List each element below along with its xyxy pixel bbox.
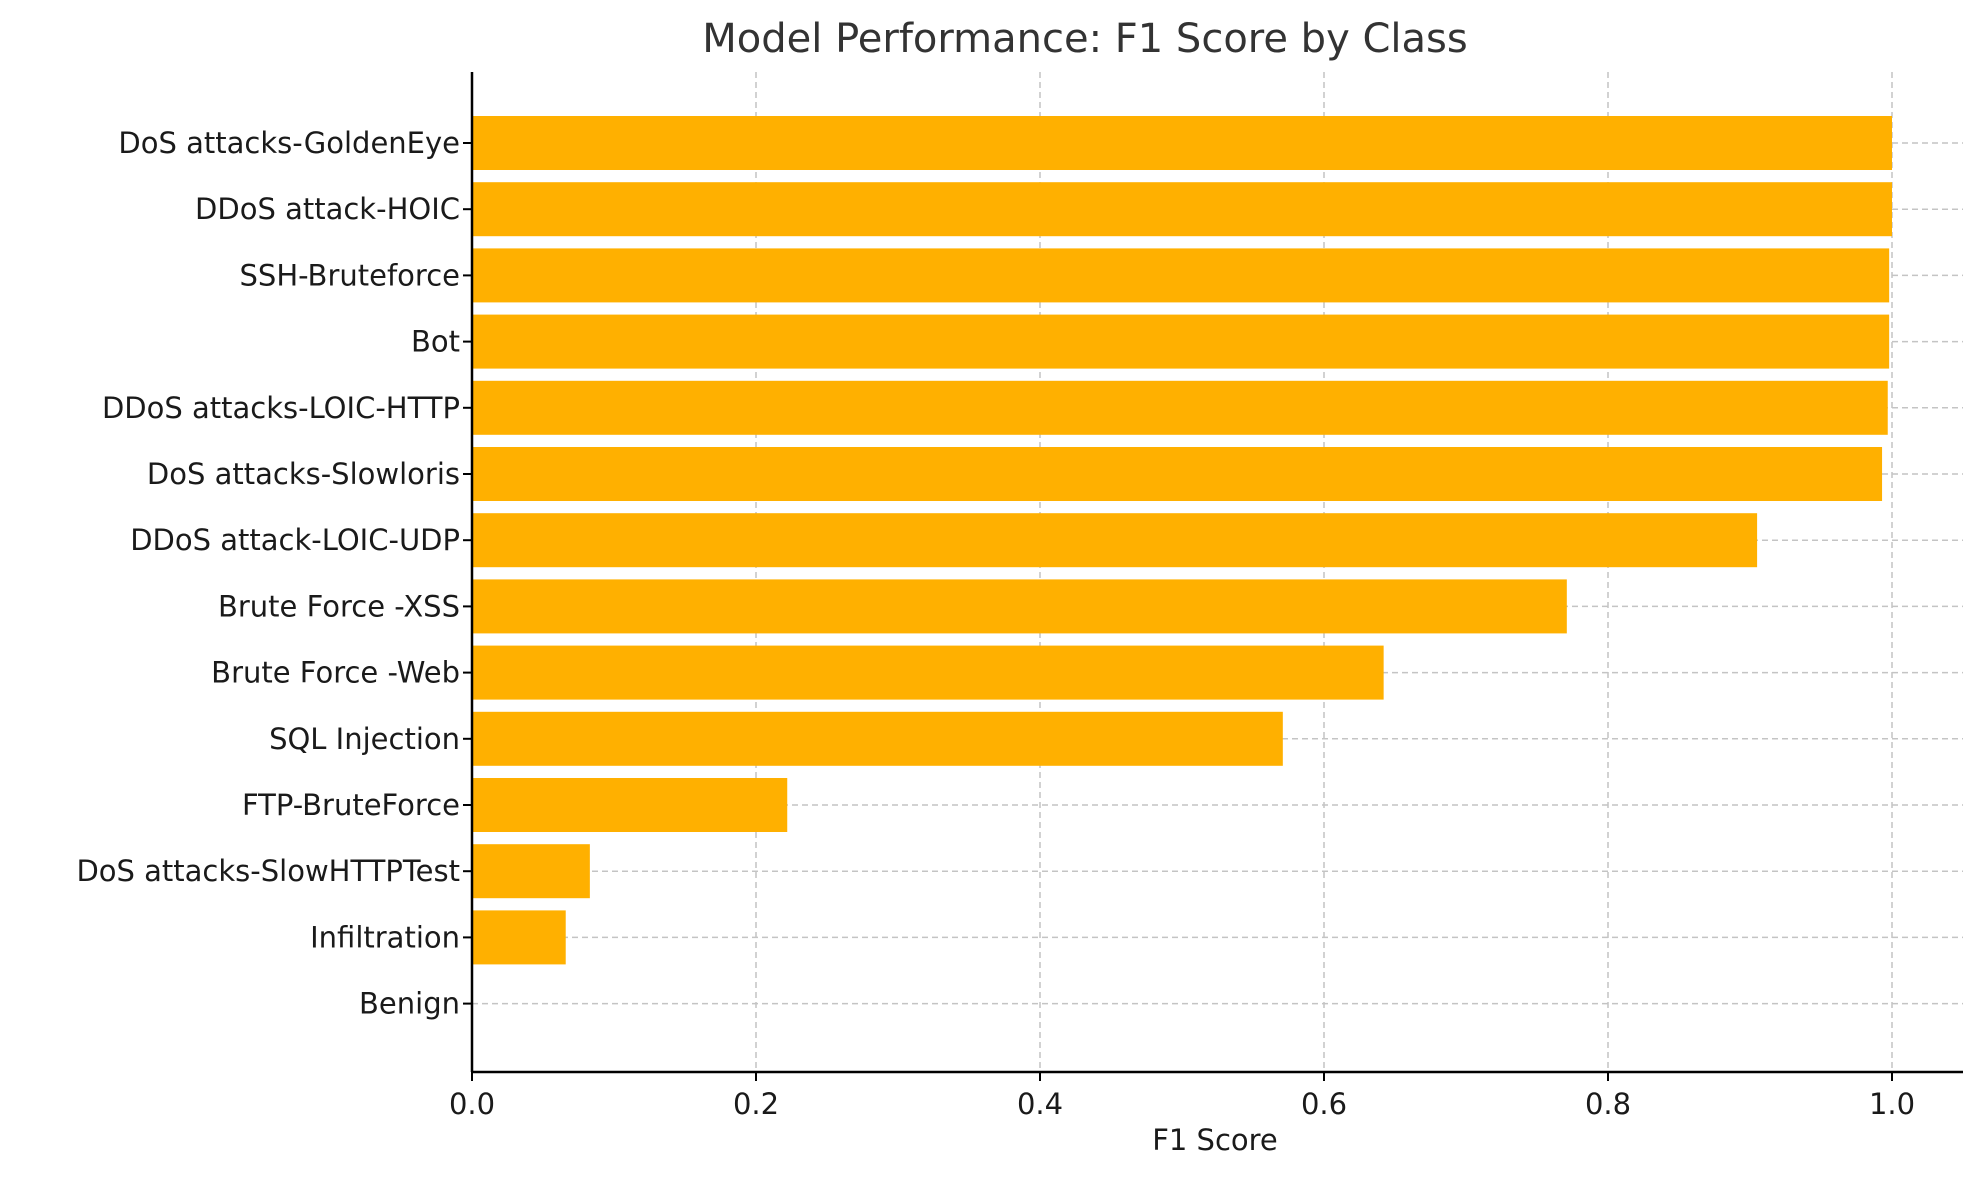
category-label: Bot [411, 325, 460, 359]
chart-title: Model Performance: F1 Score by Class [702, 16, 1467, 62]
bar [472, 116, 1892, 170]
category-label: SSH-Bruteforce [240, 258, 461, 292]
bar [472, 844, 590, 899]
category-label: DDoS attack-LOIC-UDP [130, 523, 460, 557]
bar [472, 447, 1883, 501]
bar [472, 579, 1567, 634]
x-axis-title: F1 Score [1152, 1123, 1278, 1157]
x-tick-label: 0.4 [1017, 1087, 1063, 1121]
x-tick-label: 0.6 [1301, 1087, 1347, 1121]
bar [472, 182, 1892, 237]
category-label: Brute Force -XSS [218, 589, 460, 623]
bar [472, 778, 788, 832]
category-label: DoS attacks-GoldenEye [118, 126, 460, 160]
bar [472, 711, 1283, 766]
category-label: DDoS attack-HOIC [195, 192, 460, 226]
category-label: SQL Injection [269, 722, 460, 756]
category-label: DoS attacks-SlowHTTPTest [76, 854, 460, 888]
x-tick-label: 1.0 [1869, 1087, 1915, 1121]
x-tick-label: 0.8 [1585, 1087, 1631, 1121]
x-tick-label: 0.2 [733, 1087, 779, 1121]
category-label: DDoS attacks-LOIC-HTTP [102, 391, 460, 425]
x-tick-label: 0.0 [449, 1087, 495, 1121]
bar [472, 910, 566, 965]
x-tick-labels: 0.0 0.2 0.4 0.6 0.8 1.0 [449, 1072, 1915, 1121]
bar [472, 513, 1758, 568]
category-label: Infiltration [310, 920, 460, 954]
category-label: Brute Force -Web [211, 656, 460, 690]
bar-layer [472, 116, 1892, 965]
category-label: Benign [359, 987, 460, 1021]
bar [472, 248, 1890, 303]
bar [472, 645, 1384, 700]
category-label: FTP-BruteForce [242, 788, 460, 822]
category-label: DoS attacks-Slowloris [147, 457, 460, 491]
bar [472, 314, 1890, 369]
category-labels: DoS attacks-GoldenEye DDoS attack-HOIC SSH… [76, 126, 472, 1021]
bar [472, 380, 1888, 435]
